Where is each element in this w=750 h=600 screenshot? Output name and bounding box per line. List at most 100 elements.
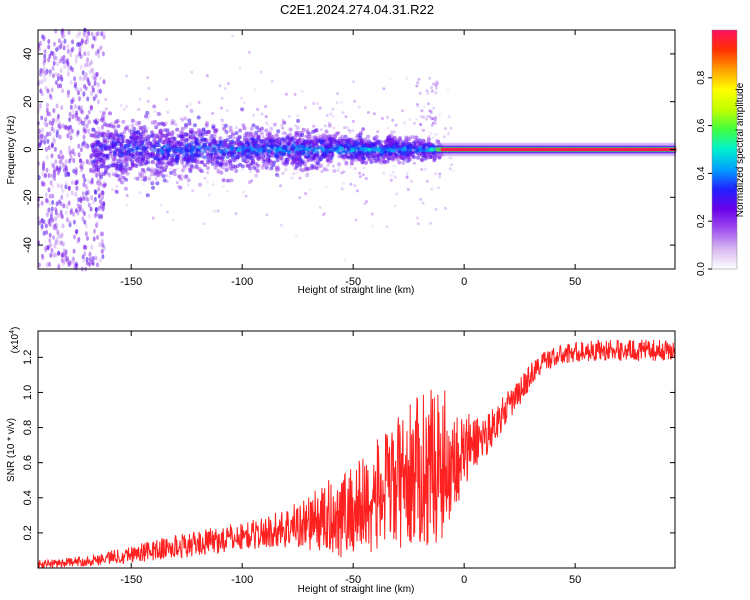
spectrogram-cell	[88, 251, 92, 257]
spectrogram-cell	[206, 171, 210, 174]
spectrogram-cell	[77, 120, 81, 126]
spectrogram-cell	[244, 131, 249, 136]
spectrogram-cell	[64, 159, 68, 164]
spectrogram-cell	[116, 124, 121, 129]
spectrogram-cell	[428, 76, 431, 80]
spectrogram-cell	[54, 206, 58, 212]
spectrogram-cell	[207, 143, 212, 147]
spectrogram-cell	[77, 197, 81, 203]
spectrogram-cell	[110, 168, 114, 172]
spectrogram-cell	[285, 152, 290, 157]
y-tick-label: -20	[22, 189, 34, 205]
spectrogram-cell	[256, 136, 261, 141]
y-tick-label: 40	[22, 48, 34, 60]
spectrogram-cell	[231, 157, 236, 162]
spectrogram-cell	[119, 160, 124, 165]
spectrogram-cell	[141, 176, 145, 180]
spectrogram-cell	[125, 74, 128, 78]
spectrogram-cell	[147, 176, 151, 180]
spectrogram-cell	[280, 144, 285, 149]
spectrogram-cell	[315, 158, 320, 162]
spectrogram-cell	[172, 139, 177, 144]
spectrogram-cell	[251, 123, 256, 128]
spectrogram-cell	[342, 126, 346, 130]
spectrogram-cell	[75, 179, 79, 185]
spectrogram-cell	[89, 255, 93, 261]
spectrogram-cell	[281, 160, 284, 164]
spectrogram-cell	[449, 126, 453, 130]
spectrogram-cell	[63, 63, 67, 69]
spectrogram-cell	[40, 79, 44, 85]
spectrogram-cell	[146, 76, 150, 80]
spectrogram-cell	[110, 125, 114, 129]
spectrogram-cell	[53, 243, 57, 249]
spectrogram-cell	[148, 141, 153, 146]
spectrogram-cell	[43, 135, 47, 141]
spectrogram-cell	[354, 159, 358, 163]
x-tick-label: 0	[461, 574, 467, 586]
spectrogram-cell	[238, 162, 243, 167]
spectrogram-cell	[83, 143, 87, 149]
spectrogram-cell	[332, 126, 336, 130]
spectrogram-cell	[124, 162, 129, 167]
spectrogram-cell	[123, 138, 127, 142]
spectrogram-cell	[364, 151, 369, 156]
spectrogram-cell	[74, 58, 78, 64]
spectrogram-cell	[142, 155, 146, 158]
spectrogram-cell	[93, 76, 97, 82]
spectrogram-cell	[71, 108, 75, 114]
spectrogram-cell	[336, 169, 340, 173]
spectrogram-cell	[208, 148, 212, 152]
spectrogram-cell	[70, 99, 74, 105]
spectrogram-cell	[113, 132, 118, 137]
spectrogram-cell	[101, 254, 105, 260]
spectrogram-cell	[59, 159, 63, 165]
spectrogram-cell	[351, 148, 356, 153]
spectrogram-cell	[276, 138, 281, 143]
spectrogram-cell	[47, 44, 51, 50]
spectrogram-cell	[228, 164, 233, 169]
spectrogram-cell	[144, 114, 149, 119]
spectrogram-cell	[224, 167, 229, 172]
spectrogram-cell	[97, 180, 102, 185]
spectrogram-cell	[194, 164, 199, 169]
spectrogram-cell	[395, 192, 399, 196]
spectrogram-cell	[296, 118, 301, 123]
spectrogram-cell	[64, 256, 68, 262]
spectrogram-cell	[282, 157, 286, 161]
spectrogram-cell	[258, 151, 262, 155]
spectrogram-cell	[97, 167, 100, 173]
spectrogram-cell	[77, 237, 81, 242]
spectrogram-cell	[48, 200, 52, 206]
spectrogram-cell	[377, 159, 382, 164]
spectrogram-cell	[224, 162, 228, 167]
spectrogram-cell	[256, 163, 261, 168]
spectrogram-cell	[174, 123, 178, 127]
spectrogram-cell	[81, 254, 85, 260]
spectrogram-cell	[97, 186, 101, 192]
spectrogram-cell	[78, 46, 82, 52]
spectrogram-cell	[90, 195, 94, 201]
spectrogram-cell	[330, 134, 335, 138]
spectrogram-cell	[147, 86, 151, 90]
spectrogram-cell	[58, 165, 62, 171]
spectrogram-cell	[45, 122, 49, 128]
spectrogram-cell	[103, 168, 108, 173]
spectrogram-cell	[62, 34, 66, 40]
spectrogram-cell	[296, 114, 300, 117]
spectrogram-cell	[46, 88, 50, 94]
spectrogram-cell	[68, 111, 72, 117]
spectrogram-cell	[176, 148, 181, 153]
spectrogram-cell	[177, 184, 181, 188]
spectrogram-cell	[255, 168, 260, 173]
spectrogram-cell	[40, 223, 44, 229]
spectrogram-cell	[69, 209, 73, 215]
spectrogram-cell	[343, 134, 348, 139]
spectrogram-cell	[98, 258, 102, 263]
spectrogram-cell	[153, 169, 157, 173]
spectrogram-cell	[52, 169, 56, 175]
spectrogram-cell	[72, 113, 76, 119]
spectrogram-cell	[66, 257, 70, 263]
spectrogram-cell	[89, 105, 93, 111]
x-tick-label: -150	[120, 276, 142, 288]
